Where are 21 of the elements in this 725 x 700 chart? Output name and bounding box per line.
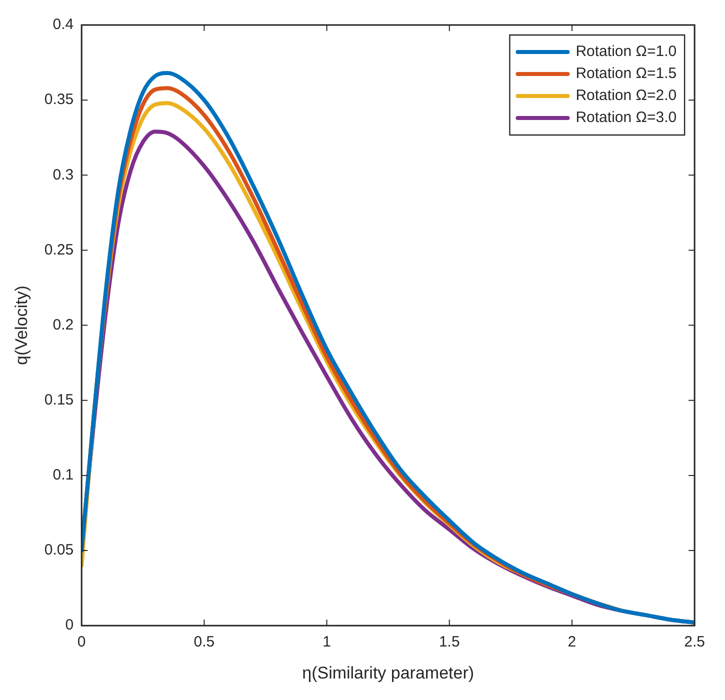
y-tick-label: 0.1 [52, 466, 74, 484]
x-axis-title: η(Similarity parameter) [302, 663, 474, 682]
y-tick-label: 0.05 [44, 542, 74, 559]
legend-label: Rotation Ω=1.5 [576, 65, 677, 82]
y-tick-label: 0.4 [52, 16, 74, 34]
y-tick-label: 0.25 [44, 241, 74, 258]
legend-label: Rotation Ω=3.0 [576, 109, 677, 126]
y-tick-label: 0.2 [52, 316, 74, 334]
y-axis-title: q(Velocity) [12, 286, 31, 365]
y-tick-label: 0 [65, 616, 74, 634]
x-tick-label: 2 [568, 634, 576, 651]
y-tick-label: 0.3 [52, 166, 74, 184]
x-tick-label: 1 [322, 634, 331, 651]
x-tick-label: 0.5 [194, 634, 215, 651]
y-tick-label: 0.15 [44, 392, 74, 409]
x-tick-label: 1.5 [438, 634, 460, 651]
legend-label: Rotation Ω=2.0 [576, 87, 677, 104]
legend-label: Rotation Ω=1.0 [576, 43, 677, 60]
x-tick-label: 2.5 [684, 634, 706, 651]
x-tick-label: 0 [77, 634, 86, 651]
y-tick-label: 0.35 [44, 91, 74, 108]
